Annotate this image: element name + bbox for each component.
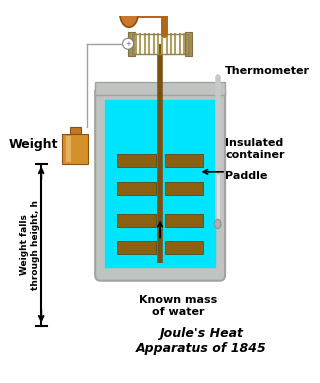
Text: +: + (125, 41, 131, 47)
FancyBboxPatch shape (95, 87, 225, 281)
Bar (165, 154, 203, 167)
Bar (165, 241, 203, 254)
Text: Weight: Weight (9, 138, 59, 151)
Bar (185, 32, 192, 56)
Bar (105, 100, 215, 267)
Ellipse shape (214, 219, 221, 229)
Bar (117, 214, 156, 227)
Text: Thermometer: Thermometer (225, 66, 310, 76)
Bar (128, 32, 135, 56)
Text: Known mass
of water: Known mass of water (139, 295, 218, 317)
Bar (95, 82, 225, 95)
Text: Joule's Heat
Apparatus of 1845: Joule's Heat Apparatus of 1845 (136, 327, 267, 355)
Text: Weight falls
through height, h: Weight falls through height, h (20, 200, 40, 290)
Text: Paddle: Paddle (225, 172, 268, 182)
Bar (117, 182, 156, 195)
Bar (165, 214, 203, 227)
Ellipse shape (120, 0, 138, 27)
Text: Insulated
container: Insulated container (225, 138, 284, 160)
Bar (117, 241, 156, 254)
Bar (117, 154, 156, 167)
Bar (69, 127, 81, 134)
Bar (66, 136, 71, 162)
Bar (132, 34, 188, 54)
Circle shape (123, 38, 133, 49)
Bar (62, 134, 88, 164)
Bar (165, 182, 203, 195)
